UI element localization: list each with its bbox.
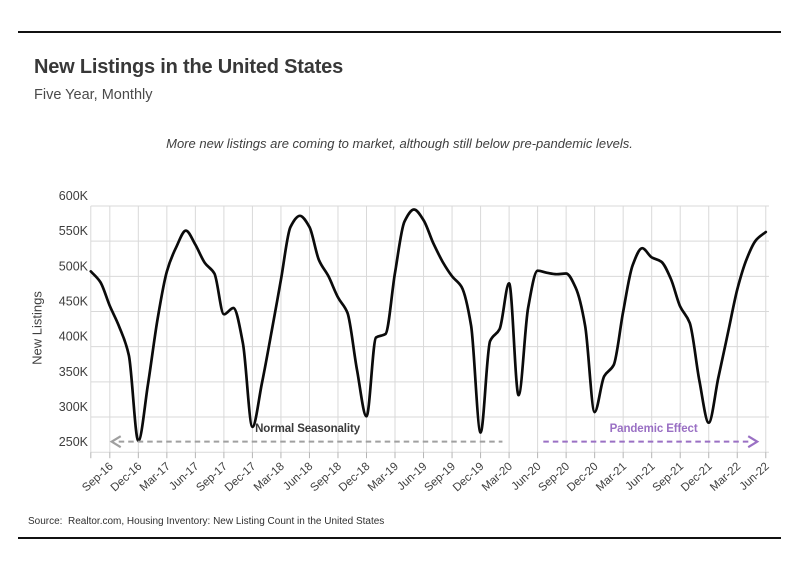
x-tick-label: Sep-18: [308, 461, 344, 495]
arrowhead-left-icon: [109, 435, 122, 449]
x-tick-label: Sep-16: [80, 461, 116, 495]
y-tick-label: 350K: [59, 365, 89, 379]
y-tick-label: 250K: [59, 435, 89, 449]
top-divider: [18, 31, 781, 33]
x-tick-label: Dec-17: [223, 461, 259, 495]
data-line: [89, 208, 768, 443]
y-tick-label: 450K: [59, 295, 89, 309]
x-tick-label: Mar-18: [252, 461, 287, 494]
arrowhead-right-icon: [747, 435, 760, 449]
chart-note: More new listings are coming to market, …: [166, 136, 633, 151]
annotation-label-normal-seasonality: Normal Seasonality: [255, 422, 361, 435]
x-tick-label: Sep-19: [422, 461, 458, 495]
source-line: Source: Realtor.com, Housing Inventory: …: [28, 516, 385, 527]
x-tick-label: Jun-22: [738, 461, 772, 493]
x-tick-label: Mar-22: [708, 461, 743, 494]
x-tick-label: Mar-20: [480, 461, 515, 494]
x-tick-label: Dec-20: [565, 461, 601, 495]
x-tick-label: Mar-17: [138, 461, 173, 494]
x-tick-label: Dec-21: [679, 461, 715, 495]
y-tick-label: 550K: [59, 224, 89, 238]
x-tick-label: Dec-18: [337, 461, 373, 495]
x-tick-label: Dec-19: [451, 461, 487, 495]
annotation-label-pandemic-effect: Pandemic Effect: [609, 422, 698, 435]
y-tick-label: 400K: [59, 330, 89, 344]
bottom-divider: [18, 537, 781, 539]
page-title: New Listings in the United States: [34, 56, 343, 78]
x-tick-label: Mar-19: [366, 461, 401, 494]
x-tick-label: Sep-20: [537, 461, 573, 495]
x-tick-label: Dec-16: [109, 461, 145, 495]
y-tick-label: 300K: [59, 400, 89, 414]
page-subtitle: Five Year, Monthly: [34, 87, 153, 103]
x-tick-label: Sep-17: [194, 461, 230, 495]
x-tick-label: Sep-21: [651, 461, 687, 495]
y-tick-label: 600K: [59, 189, 89, 203]
y-tick-label: 500K: [59, 259, 89, 273]
x-tick-label: Mar-21: [594, 461, 629, 494]
